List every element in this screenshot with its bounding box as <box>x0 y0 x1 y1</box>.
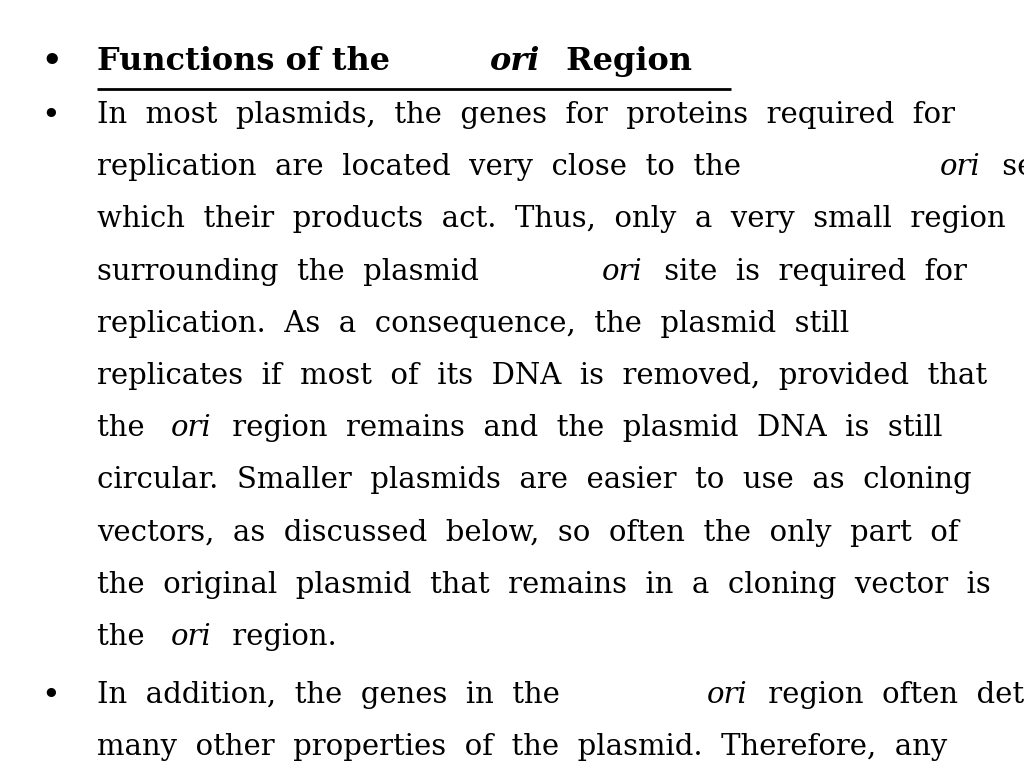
Text: circular.  Smaller  plasmids  are  easier  to  use  as  cloning: circular. Smaller plasmids are easier to… <box>97 466 972 495</box>
Text: the: the <box>97 623 155 651</box>
Text: vectors,  as  discussed  below,  so  often  the  only  part  of: vectors, as discussed below, so often th… <box>97 518 958 547</box>
Text: •: • <box>41 46 61 77</box>
Text: ori: ori <box>707 680 748 709</box>
Text: the  original  plasmid  that  remains  in  a  cloning  vector  is: the original plasmid that remains in a c… <box>97 571 991 599</box>
Text: sequences  at: sequences at <box>992 153 1024 181</box>
Text: ori: ori <box>171 623 211 651</box>
Text: Functions of the: Functions of the <box>97 46 401 77</box>
Text: site  is  required  for: site is required for <box>654 257 967 286</box>
Text: •: • <box>41 680 59 712</box>
Text: In  addition,  the  genes  in  the: In addition, the genes in the <box>97 680 569 709</box>
Text: ori: ori <box>171 414 211 442</box>
Text: In  most  plasmids,  the  genes  for  proteins  required  for: In most plasmids, the genes for proteins… <box>97 101 955 129</box>
Text: ori: ori <box>940 153 981 181</box>
Text: region  remains  and  the  plasmid  DNA  is  still: region remains and the plasmid DNA is st… <box>223 414 943 442</box>
Text: ori: ori <box>489 46 540 77</box>
Text: Region: Region <box>555 46 691 77</box>
Text: surrounding  the  plasmid: surrounding the plasmid <box>97 257 488 286</box>
Text: replication  are  located  very  close  to  the: replication are located very close to th… <box>97 153 751 181</box>
Text: •: • <box>41 101 59 132</box>
Text: ori: ori <box>602 257 643 286</box>
Text: replicates  if  most  of  its  DNA  is  removed,  provided  that: replicates if most of its DNA is removed… <box>97 362 987 390</box>
Text: region.: region. <box>223 623 337 651</box>
Text: region  often  determine: region often determine <box>759 680 1024 709</box>
Text: which  their  products  act.  Thus,  only  a  very  small  region: which their products act. Thus, only a v… <box>97 205 1006 233</box>
Text: many  other  properties  of  the  plasmid.  Therefore,  any: many other properties of the plasmid. Th… <box>97 733 947 761</box>
Text: the: the <box>97 414 155 442</box>
Text: replication.  As  a  consequence,  the  plasmid  still: replication. As a consequence, the plasm… <box>97 310 850 338</box>
